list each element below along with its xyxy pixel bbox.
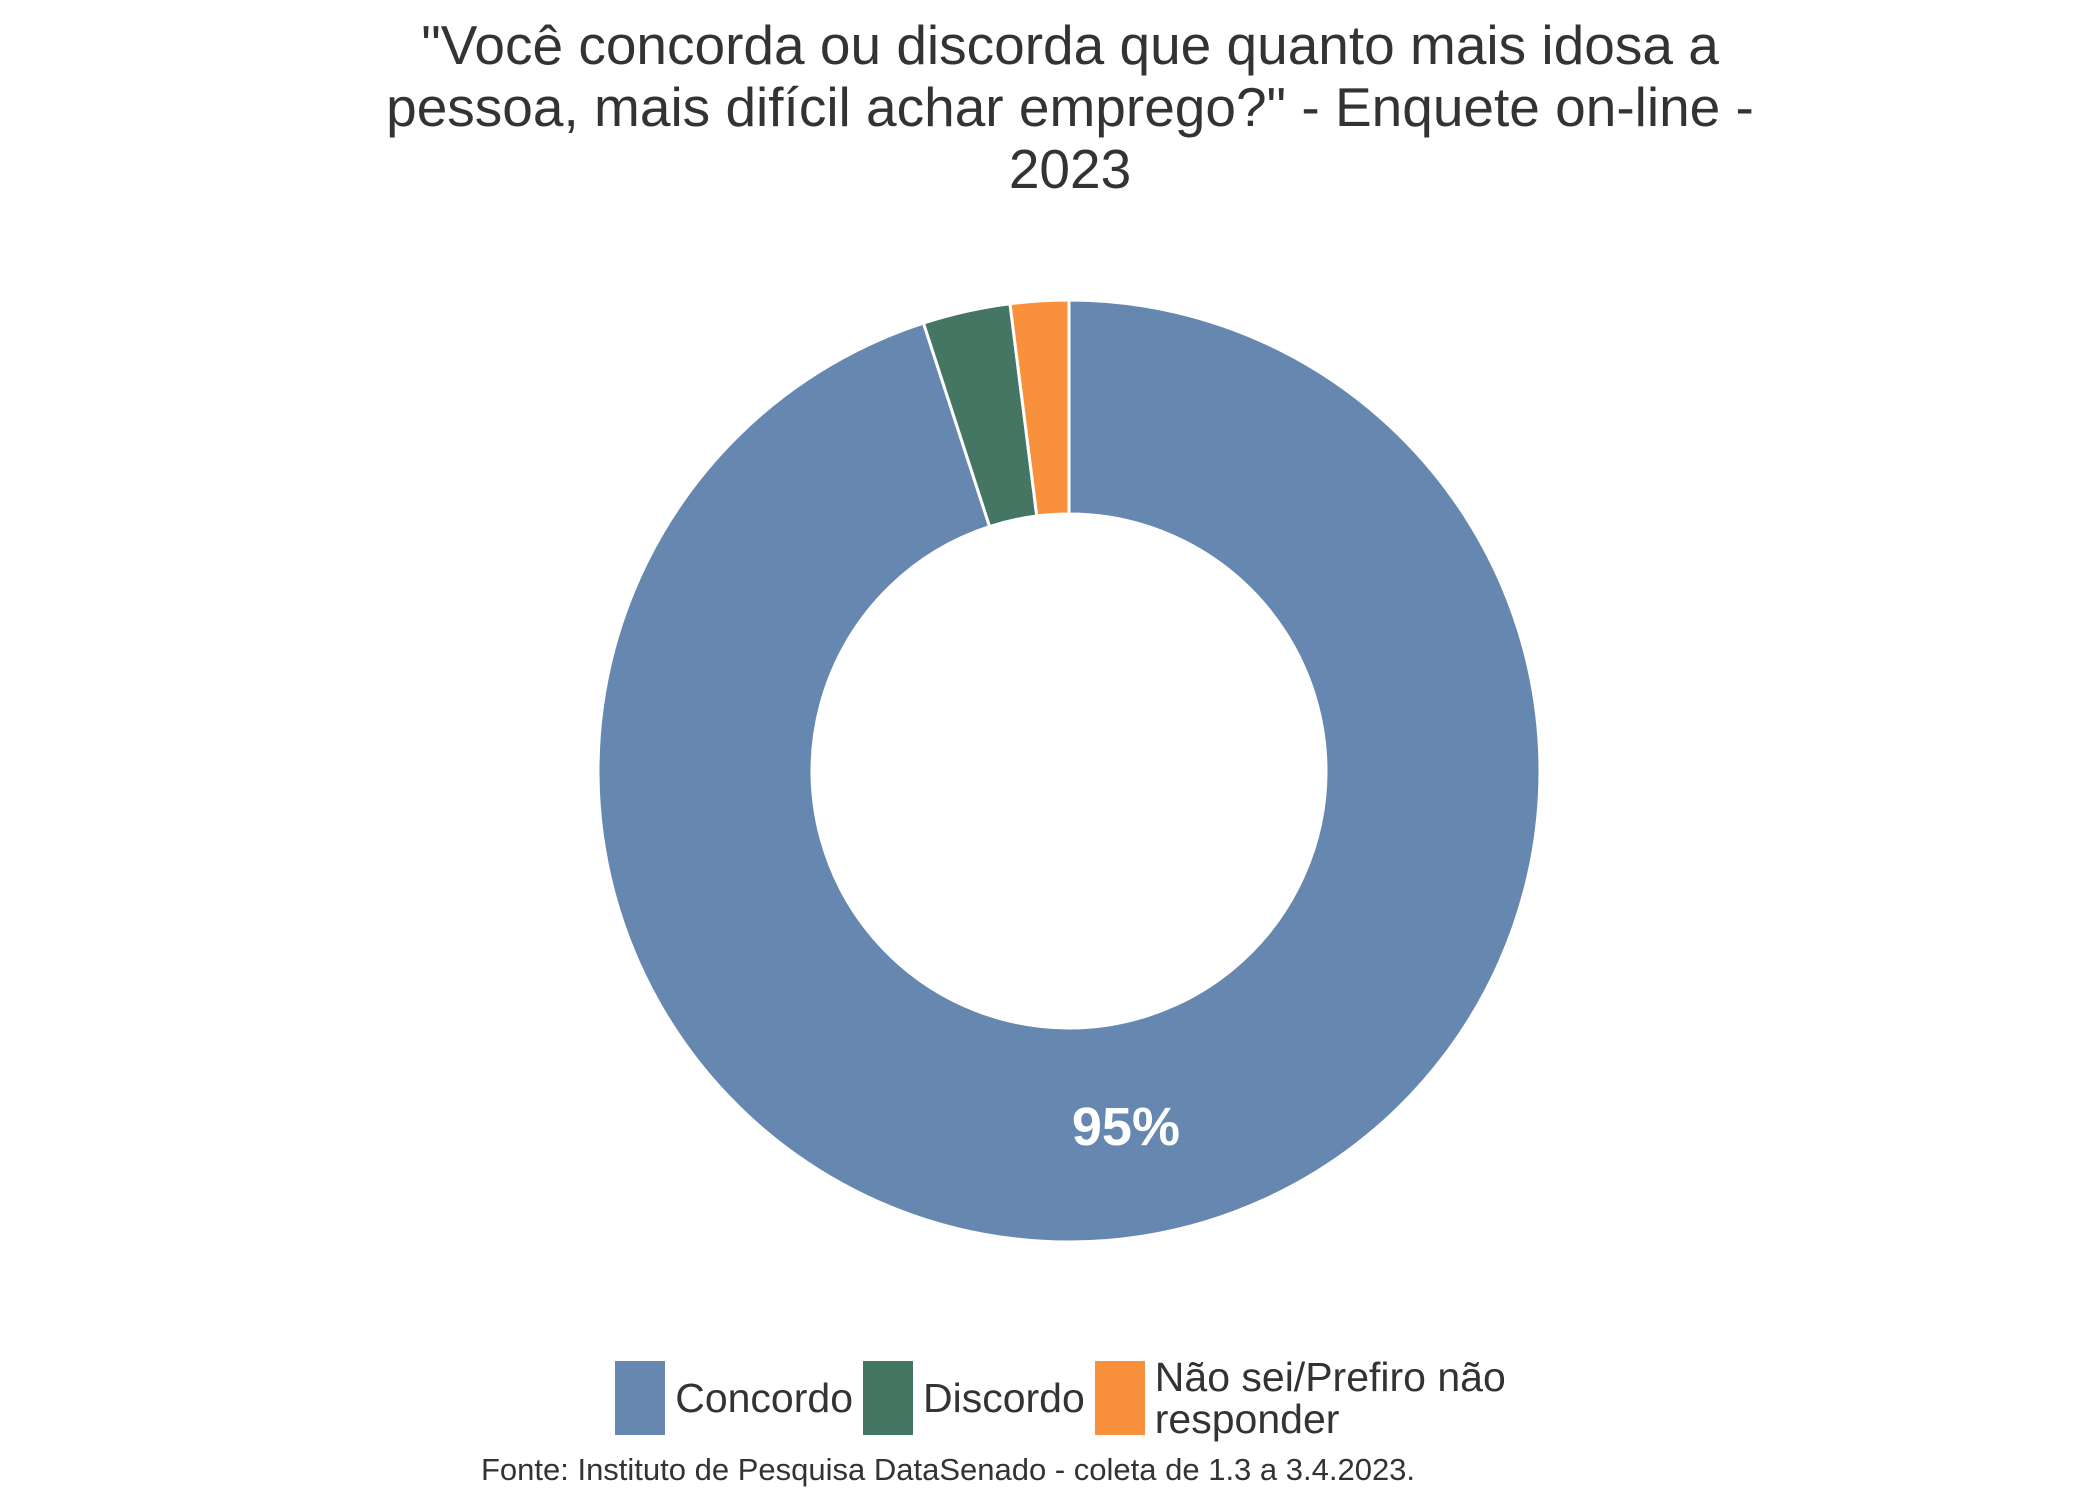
legend-item: Não sei/Prefiro não responder: [1094, 1354, 1535, 1442]
donut-segment: [1008, 298, 1071, 518]
legend-label: Concordo: [675, 1375, 853, 1421]
donut-segment: [596, 298, 1542, 1244]
legend-item: Discordo: [863, 1361, 1085, 1435]
legend-label: Não sei/Prefiro não responder: [1154, 1354, 1506, 1442]
legend: Concordo Discordo Não sei/Prefiro não resp…: [0, 1356, 2100, 1440]
legend-label: Discordo: [923, 1375, 1085, 1421]
chart-title: "Você concorda ou discorda que quanto ma…: [386, 14, 1754, 200]
legend-swatch: [1094, 1361, 1145, 1435]
legend-swatch: [615, 1361, 666, 1435]
legend-swatch: [863, 1361, 913, 1435]
source-note: Fonte: Instituto de Pesquisa DataSenado …: [480, 1452, 1416, 1487]
legend-item: Concordo: [615, 1361, 853, 1435]
data-label: 95%: [1072, 1097, 1180, 1157]
